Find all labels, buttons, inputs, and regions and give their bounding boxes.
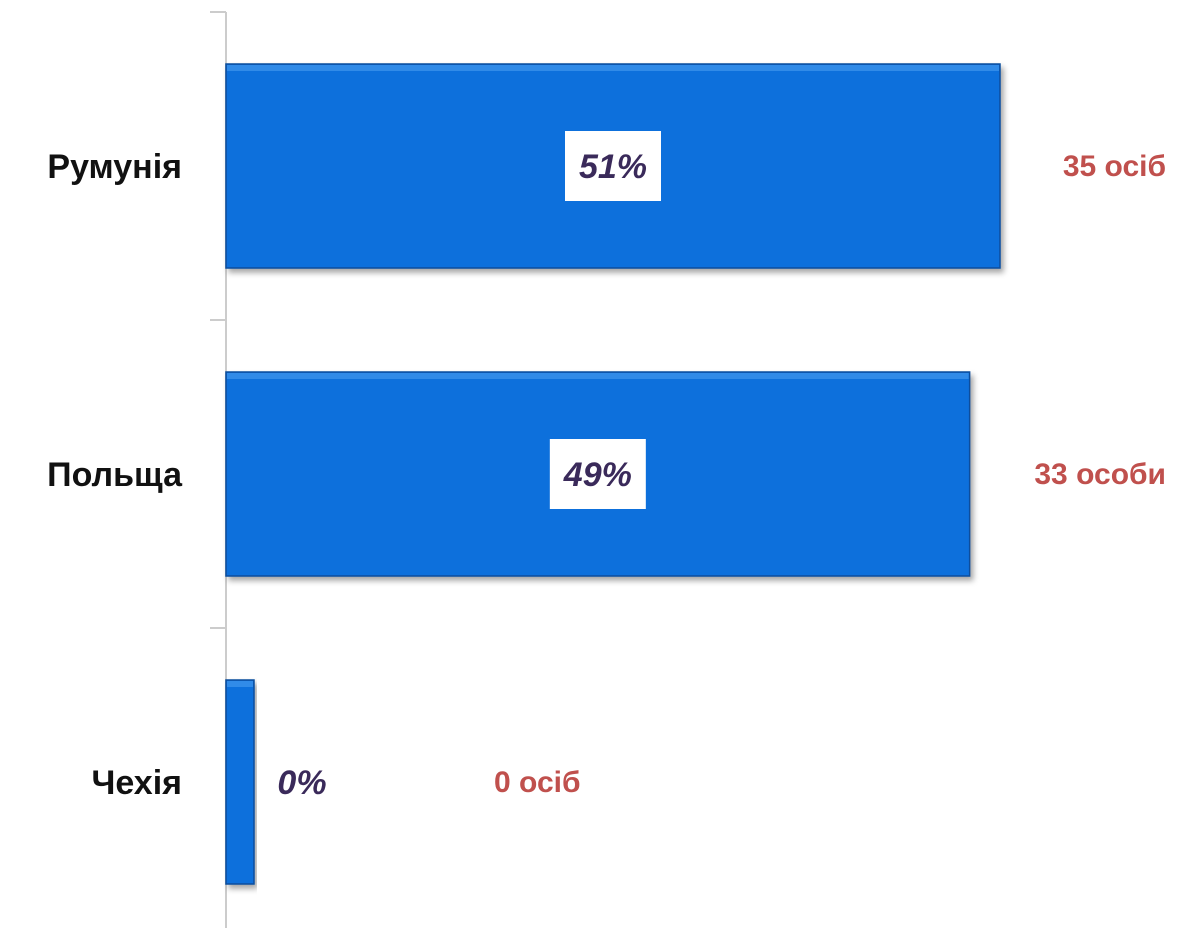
bar-highlight [227, 373, 969, 379]
data-label: 0% [277, 764, 326, 802]
data-label-box [549, 439, 646, 509]
category-axis [210, 11, 227, 928]
data-label: 49% [563, 456, 632, 494]
bar-highlight [227, 681, 253, 687]
category-label: Польща [47, 456, 183, 494]
bar-highlight [227, 65, 999, 71]
data-label: 51% [579, 148, 647, 186]
bar [225, 679, 255, 885]
category-label: Чехія [91, 764, 182, 802]
labels-group: Румунія 51% 35 осіб Польща 49% 33 особи Чехія 0… [47, 131, 1166, 802]
count-label: 0 осіб [494, 766, 581, 799]
count-label: 35 осіб [1063, 150, 1166, 183]
category-label: Румунія [47, 148, 182, 186]
data-label-box [565, 131, 661, 201]
count-label: 33 особи [1034, 458, 1166, 491]
